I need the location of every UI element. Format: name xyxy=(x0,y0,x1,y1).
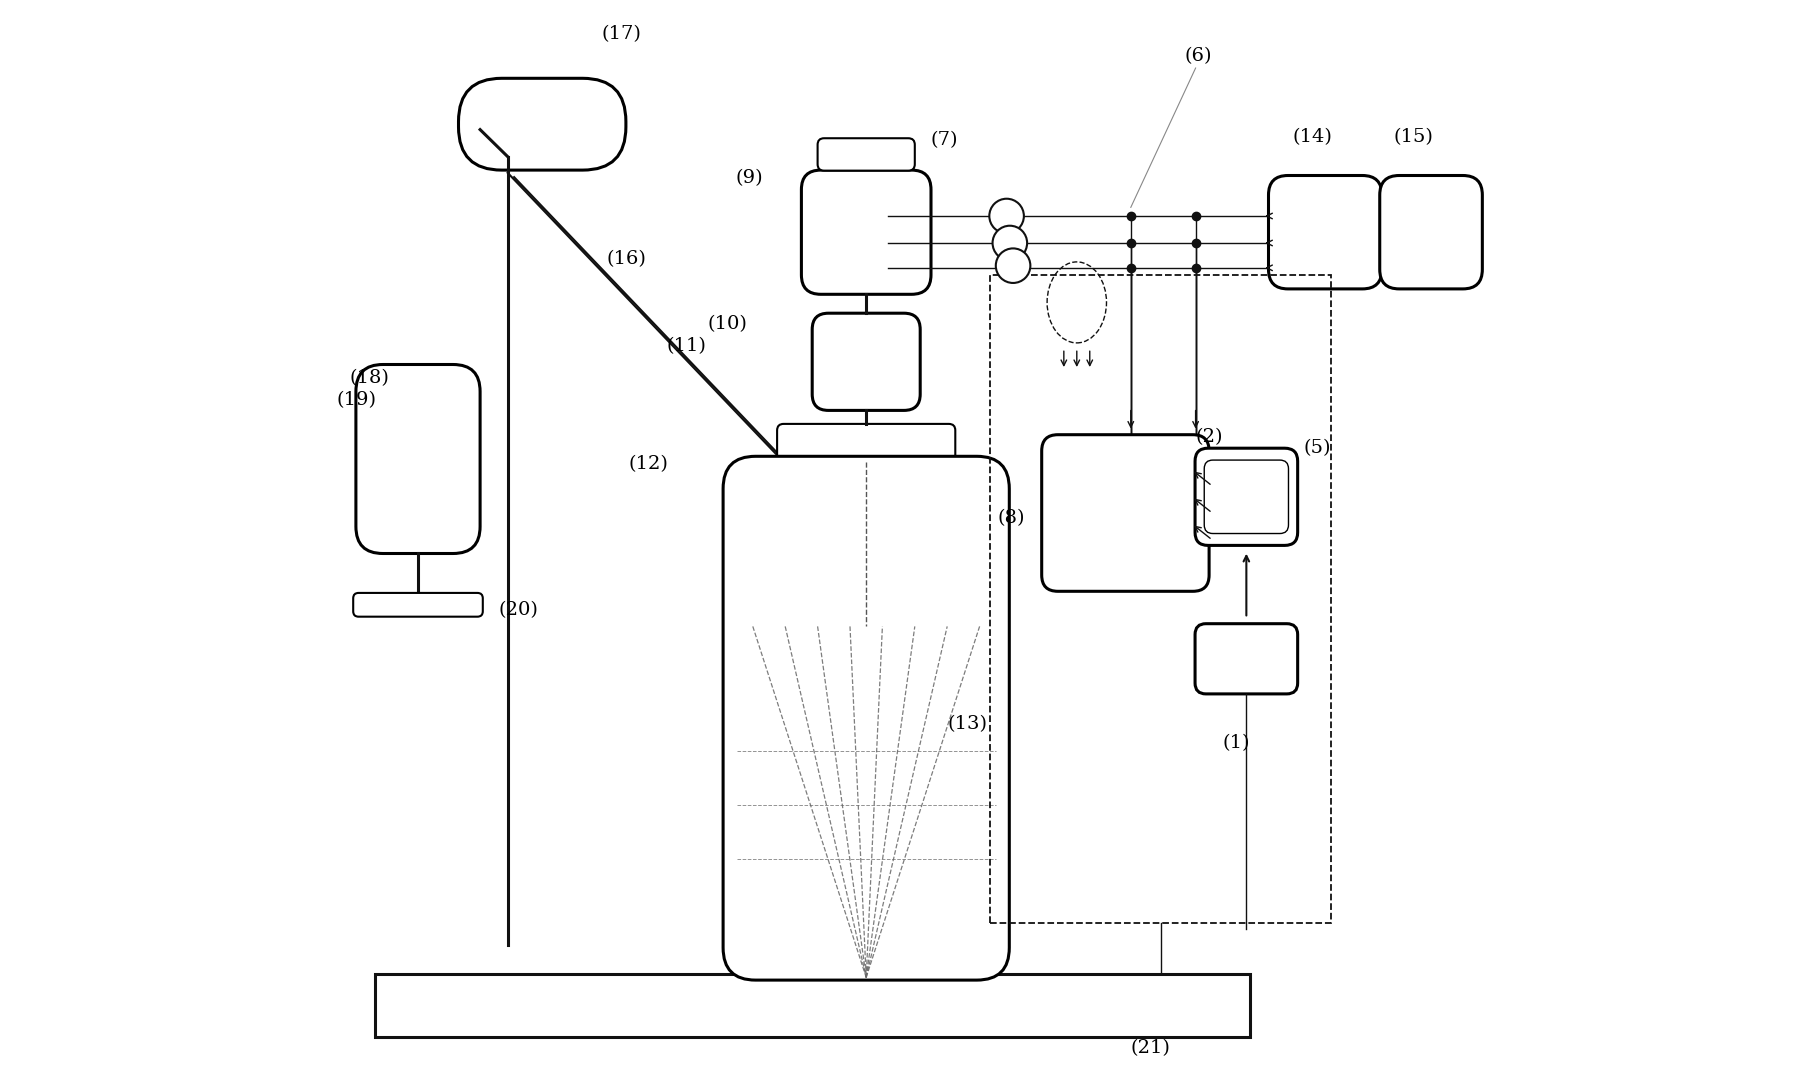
FancyBboxPatch shape xyxy=(1203,460,1288,534)
FancyBboxPatch shape xyxy=(1194,448,1297,545)
Circle shape xyxy=(988,199,1023,233)
Text: (17): (17) xyxy=(602,25,641,43)
Text: (13): (13) xyxy=(947,715,987,732)
Text: (5): (5) xyxy=(1303,440,1330,457)
FancyBboxPatch shape xyxy=(356,365,481,554)
Text: (16): (16) xyxy=(607,251,647,268)
Text: (9): (9) xyxy=(735,170,763,187)
FancyBboxPatch shape xyxy=(1379,175,1482,288)
FancyBboxPatch shape xyxy=(1194,623,1297,693)
Bar xyxy=(990,275,1330,923)
FancyBboxPatch shape xyxy=(817,138,914,171)
Text: (12): (12) xyxy=(629,456,669,473)
FancyBboxPatch shape xyxy=(1269,175,1381,288)
Text: (19): (19) xyxy=(336,391,378,408)
Circle shape xyxy=(992,226,1026,260)
Text: (20): (20) xyxy=(499,602,538,619)
Text: (10): (10) xyxy=(707,315,746,333)
Bar xyxy=(374,974,1249,1037)
Text: (8): (8) xyxy=(997,510,1025,527)
FancyBboxPatch shape xyxy=(723,456,1008,981)
Text: (21): (21) xyxy=(1129,1039,1169,1057)
Text: (2): (2) xyxy=(1194,429,1222,446)
Text: (6): (6) xyxy=(1184,46,1212,65)
Text: (14): (14) xyxy=(1292,127,1332,146)
FancyBboxPatch shape xyxy=(352,593,482,617)
Text: (15): (15) xyxy=(1393,127,1433,146)
Text: (18): (18) xyxy=(351,369,390,387)
FancyBboxPatch shape xyxy=(1041,434,1209,592)
Circle shape xyxy=(996,248,1030,283)
Text: (7): (7) xyxy=(931,131,958,149)
FancyBboxPatch shape xyxy=(459,78,625,170)
FancyBboxPatch shape xyxy=(801,170,931,294)
Text: (11): (11) xyxy=(667,337,707,354)
FancyBboxPatch shape xyxy=(811,313,920,410)
Text: (1): (1) xyxy=(1222,734,1249,752)
FancyBboxPatch shape xyxy=(777,423,954,462)
